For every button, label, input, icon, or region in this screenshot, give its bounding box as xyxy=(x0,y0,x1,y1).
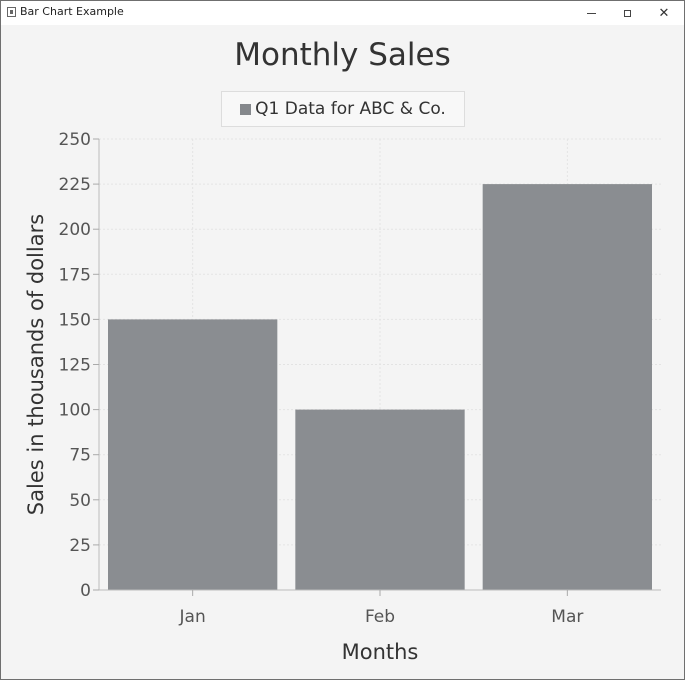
x-axis-title: Months xyxy=(342,640,419,664)
maximize-button[interactable] xyxy=(610,1,644,25)
y-tick-label: 150 xyxy=(59,310,91,330)
y-tick-label: 125 xyxy=(59,356,91,376)
maximize-icon xyxy=(623,9,631,17)
y-tick-label: 250 xyxy=(59,130,91,150)
close-button[interactable]: ✕ xyxy=(647,1,681,25)
bar xyxy=(482,184,652,590)
chart-legend: Q1 Data for ABC & Co. xyxy=(221,91,465,127)
y-tick-label: 200 xyxy=(59,220,91,240)
app-icon xyxy=(7,7,16,17)
y-tick-label: 75 xyxy=(69,446,91,466)
y-tick-label: 100 xyxy=(59,401,91,421)
legend-swatch xyxy=(240,103,252,115)
window-title: Bar Chart Example xyxy=(20,5,124,18)
y-tick-label: 0 xyxy=(80,581,91,601)
y-tick-labels: 0 25 50 75 100 125 150 175 200 225 250 xyxy=(59,130,99,601)
minimize-icon xyxy=(586,12,596,14)
bar xyxy=(108,319,278,590)
bars xyxy=(108,184,652,590)
y-tick-label: 225 xyxy=(59,175,91,195)
close-icon: ✕ xyxy=(658,5,670,21)
y-tick-label: 175 xyxy=(59,265,91,285)
x-tick-label: Feb xyxy=(365,607,395,627)
x-tick-label: Jan xyxy=(179,607,206,627)
y-axis-title: Sales in thousands of dollars xyxy=(24,214,48,515)
bar xyxy=(295,409,465,590)
x-tick-labels: Jan Feb Mar xyxy=(179,590,583,627)
chart-title: Monthly Sales xyxy=(234,37,451,73)
title-bar[interactable]: Bar Chart Example ✕ xyxy=(1,1,684,25)
y-tick-label: 50 xyxy=(69,491,91,511)
y-tick-label: 25 xyxy=(69,536,91,556)
legend-label: Q1 Data for ABC & Co. xyxy=(255,99,446,119)
x-tick-label: Mar xyxy=(551,607,583,627)
minimize-button[interactable] xyxy=(574,1,608,25)
